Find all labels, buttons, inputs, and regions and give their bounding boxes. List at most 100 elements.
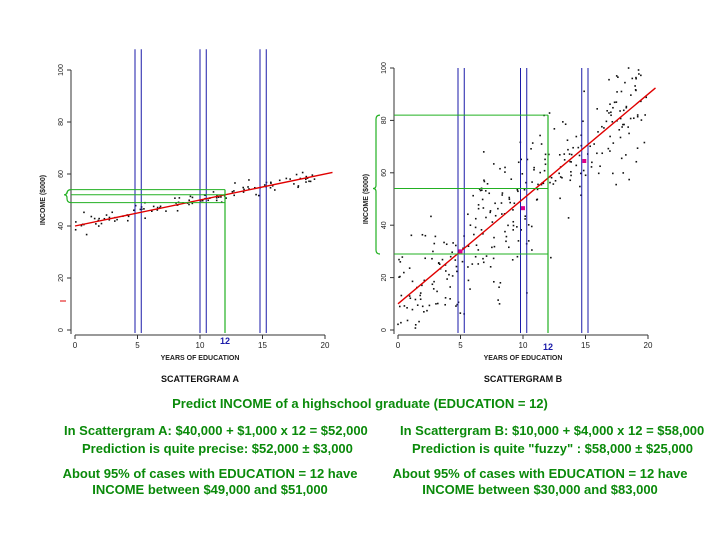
data-point	[501, 213, 503, 215]
data-point	[225, 197, 227, 199]
x-tick-label: 15	[581, 341, 590, 350]
data-point	[274, 189, 276, 191]
data-point	[536, 188, 539, 191]
data-point	[517, 190, 519, 193]
data-point	[559, 197, 561, 200]
data-point	[188, 203, 190, 206]
data-point	[492, 257, 495, 260]
right-range-line1: About 95% of cases with EDUCATION = 12 h…	[392, 466, 688, 481]
data-point	[508, 196, 511, 199]
right-range-line2: INCOME between $30,000 and $83,000	[422, 482, 658, 497]
data-point	[467, 213, 469, 216]
data-point	[531, 142, 534, 144]
data-point	[494, 202, 496, 205]
data-point	[517, 240, 520, 242]
data-point	[159, 205, 162, 208]
data-point	[451, 275, 454, 277]
x-tick-label: 0	[396, 341, 401, 350]
data-point	[483, 179, 485, 182]
left-formula: In Scattergram A: $40,000 + $1,000 x 12 …	[64, 423, 368, 438]
data-point	[477, 263, 480, 265]
data-point	[539, 134, 541, 137]
data-point	[634, 88, 637, 91]
data-point	[623, 123, 625, 126]
data-point	[507, 224, 509, 227]
data-point	[498, 286, 500, 289]
data-point	[409, 297, 412, 300]
data-point	[297, 186, 299, 189]
data-point	[575, 135, 578, 138]
data-point	[233, 190, 235, 192]
data-point	[85, 233, 88, 236]
data-point	[511, 259, 514, 261]
y-tick-label: 20	[381, 274, 388, 282]
data-point	[609, 135, 611, 138]
data-point	[201, 199, 204, 202]
data-point	[472, 194, 474, 197]
y-tick-label: 40	[381, 221, 388, 229]
data-point	[444, 264, 447, 266]
data-point	[631, 77, 634, 80]
data-point	[242, 191, 245, 193]
x-tick-label: 5	[458, 341, 463, 350]
data-point	[295, 173, 298, 176]
data-point	[423, 279, 426, 282]
data-point	[482, 207, 485, 209]
data-point	[620, 157, 623, 160]
data-point	[188, 199, 191, 202]
data-point	[474, 226, 477, 229]
data-point	[512, 229, 515, 231]
data-point	[628, 178, 630, 181]
data-point	[74, 228, 77, 231]
data-point	[609, 103, 611, 106]
data-point	[637, 69, 640, 71]
data-point	[486, 183, 489, 185]
data-point	[456, 270, 458, 273]
data-point	[509, 201, 511, 204]
data-point	[207, 199, 210, 202]
data-point	[533, 166, 535, 169]
left-range-line1: About 95% of cases with EDUCATION = 12 h…	[62, 466, 358, 481]
data-point	[619, 117, 622, 120]
data-point	[414, 323, 417, 326]
data-point	[455, 244, 457, 247]
data-point	[436, 290, 438, 293]
data-point	[431, 257, 433, 260]
data-point	[234, 182, 236, 184]
data-point	[469, 288, 471, 290]
data-point	[627, 67, 630, 69]
data-point	[619, 110, 621, 112]
data-point	[530, 147, 532, 150]
data-point	[414, 327, 417, 329]
data-point	[579, 185, 581, 188]
data-point	[494, 214, 497, 217]
y-tick-label: 0	[58, 328, 65, 332]
data-point	[406, 307, 408, 309]
data-point	[583, 90, 585, 93]
data-point	[620, 90, 623, 93]
data-point	[114, 220, 116, 222]
data-point	[567, 217, 570, 219]
data-point	[248, 179, 250, 181]
data-point	[499, 167, 501, 170]
data-point	[156, 209, 159, 211]
data-point	[416, 304, 419, 306]
data-point	[438, 263, 441, 266]
y-tick-label: 60	[58, 170, 65, 178]
data-point	[255, 193, 257, 196]
data-point	[578, 154, 581, 157]
data-point	[399, 275, 401, 278]
data-point	[552, 183, 555, 185]
data-point	[537, 183, 539, 186]
highlight-point	[521, 206, 525, 211]
data-point	[640, 100, 642, 103]
data-point	[431, 283, 434, 286]
data-point	[615, 101, 618, 103]
data-point	[610, 114, 612, 117]
data-point	[524, 215, 527, 217]
data-point	[449, 255, 452, 258]
x-tick-label: 5	[135, 341, 140, 350]
data-point	[577, 146, 580, 149]
data-point	[618, 128, 621, 131]
